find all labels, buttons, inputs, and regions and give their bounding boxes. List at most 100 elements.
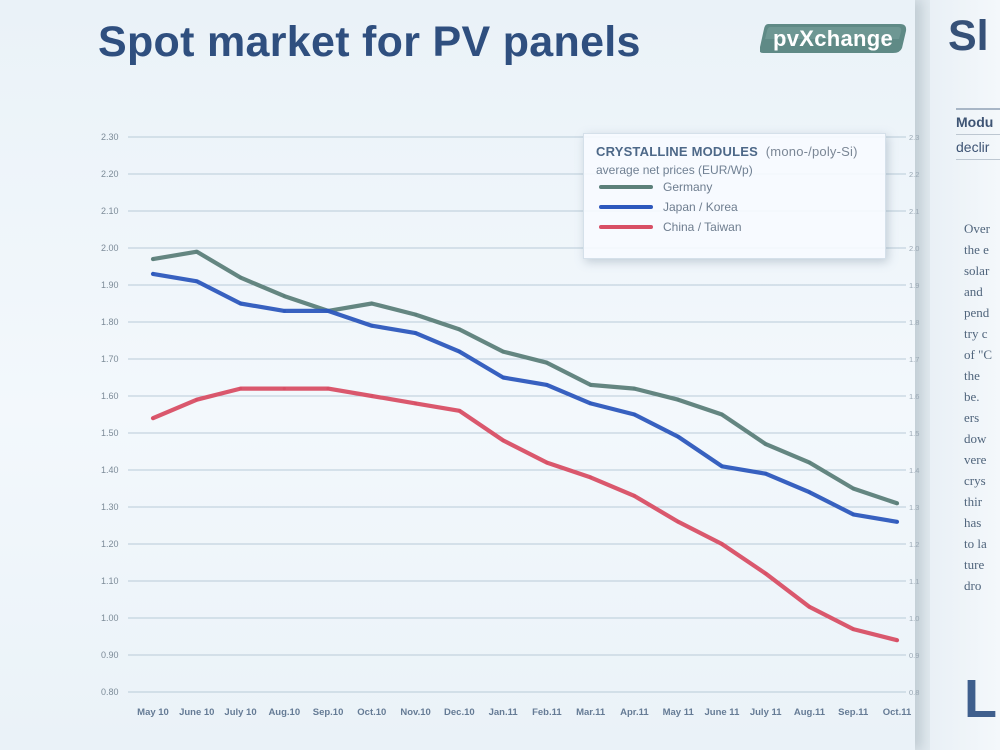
data-point (764, 472, 768, 476)
data-point (851, 627, 855, 631)
y-tick-label: 2.10 (101, 206, 119, 216)
data-point (457, 327, 461, 331)
data-point (851, 512, 855, 517)
data-point (370, 394, 374, 398)
series-line-china-taiwan (150, 386, 900, 643)
data-point (282, 294, 286, 298)
data-point (545, 383, 549, 387)
adjacent-page-text-line: dow (964, 431, 987, 446)
right-y-tick-label: 0.9 (909, 651, 919, 660)
adjacent-page-large-letter: L (964, 670, 1000, 728)
adjacent-page-text-line: solar (964, 263, 990, 278)
page-title: Spot market for PV panels (98, 18, 641, 66)
legend-subtitle: average net prices (EUR/Wp) (596, 163, 753, 177)
x-tick-label: June 10 (179, 707, 214, 718)
data-point (413, 313, 418, 317)
logo-text: pvXchange (773, 26, 893, 51)
data-point (326, 309, 330, 313)
data-point (545, 361, 549, 365)
data-point (895, 638, 899, 642)
adjacent-page-subheading-line: declir (956, 134, 1000, 159)
adjacent-page-text-line: ers (964, 410, 980, 425)
data-point (413, 331, 418, 335)
right-y-tick-label: 1.8 (909, 318, 919, 327)
x-tick-label: Mar.11 (576, 707, 606, 718)
data-point (764, 442, 768, 446)
data-point (676, 398, 680, 402)
data-point (457, 350, 461, 354)
right-y-tick-label: 1.7 (909, 355, 919, 364)
data-point (720, 542, 724, 546)
right-y-tick-label: 1.6 (909, 392, 919, 401)
y-tick-label: 1.10 (101, 576, 119, 586)
data-point (370, 301, 374, 306)
right-y-tick-label: 1.0 (909, 614, 919, 623)
x-tick-label: June 11 (705, 707, 741, 718)
data-point (151, 416, 155, 420)
data-point (195, 279, 199, 283)
right-y-tick-label: 1.5 (909, 429, 919, 438)
data-point (501, 350, 505, 354)
data-point (457, 409, 461, 413)
data-point (151, 257, 155, 261)
data-point (807, 605, 812, 609)
x-tick-label: Dec.10 (444, 707, 475, 718)
adjacent-page-text-line: crys (964, 473, 986, 488)
line-chart: 0.800.901.001.101.201.301.401.501.601.70… (101, 132, 919, 718)
legend-label-japan-korea: Japan / Korea (663, 200, 738, 214)
data-point (238, 301, 243, 306)
right-y-tick-label: 1.4 (909, 466, 919, 475)
data-point (282, 387, 286, 391)
data-point (807, 490, 812, 494)
data-point (895, 520, 899, 524)
data-point (501, 438, 505, 442)
legend-swatch-japan-korea (599, 205, 653, 209)
adjacent-page-heading: Modu declir (956, 108, 1000, 160)
data-point (676, 520, 680, 524)
y-tick-label: 1.70 (101, 354, 119, 364)
y-tick-label: 1.00 (101, 613, 119, 623)
x-tick-label: Nov.10 (400, 707, 430, 718)
data-point (238, 276, 243, 280)
adjacent-page-text-line: of "C (964, 347, 993, 362)
legend-item-japan-korea: Japan / Korea (599, 197, 873, 217)
adjacent-page-text-line: has (964, 515, 982, 530)
adjacent-page-text-line: ture (964, 557, 985, 572)
adjacent-page-text-line: the e (964, 242, 989, 257)
x-axis-labels: May 10 June 10 July 10 Aug.10 Sep.10 Oct.10 No… (137, 707, 912, 718)
adjacent-page-text-line: try c (964, 326, 988, 341)
data-point (589, 401, 593, 405)
legend-title-row: CRYSTALLINE MODULES (mono-/poly-Si) (596, 144, 873, 159)
series-lines (150, 249, 900, 643)
y-tick-label: 2.00 (101, 243, 119, 253)
y-tick-label: 1.20 (101, 539, 119, 549)
y-tick-label: 1.50 (101, 428, 119, 438)
data-point (545, 461, 549, 465)
right-axis-ticks: 0.8 0.9 1.0 1.1 1.2 1.3 1.4 1.5 1.6 1.7 1.8 1.9 2.0 2… (909, 133, 919, 697)
data-point (632, 412, 637, 417)
x-tick-label: Oct.11 (883, 707, 912, 718)
right-y-tick-label: 1.9 (909, 281, 919, 290)
data-point (807, 461, 812, 465)
adjacent-page-heading-line: Modu (956, 114, 994, 130)
y-tick-label: 0.90 (101, 650, 119, 660)
data-point (764, 572, 768, 576)
pvxchange-logo: pvXchange (760, 24, 907, 53)
data-point (720, 412, 724, 417)
adjacent-page-text-line: thir (964, 494, 983, 509)
adjacent-page-large-letter-text: L (964, 670, 997, 728)
right-y-tick-label: 1.3 (909, 503, 919, 512)
x-tick-label: Aug.11 (794, 707, 826, 718)
data-point (370, 324, 374, 328)
chart-page: Spot market for PV panels pvXchange 0.80… (0, 0, 919, 750)
x-tick-label: Sep.11 (838, 707, 869, 718)
data-point (195, 250, 199, 254)
adjacent-page-text-line: Over (964, 221, 990, 236)
right-y-tick-label: 2.0 (909, 244, 919, 253)
x-tick-label: Aug.10 (268, 707, 300, 718)
legend-label-china-taiwan: China / Taiwan (663, 220, 742, 234)
y-tick-label: 1.40 (101, 465, 119, 475)
adjacent-page-text-line: pend (964, 305, 990, 320)
y-tick-label: 2.30 (101, 132, 119, 142)
